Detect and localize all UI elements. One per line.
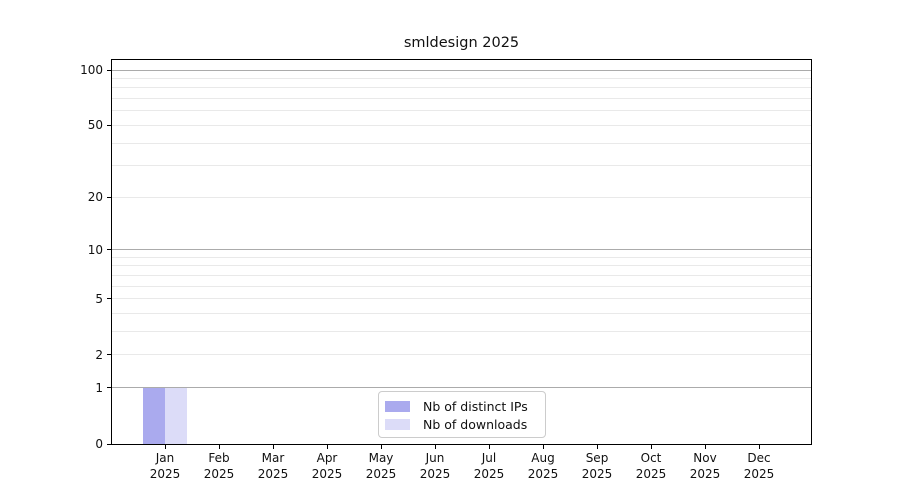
gridline-minor (112, 313, 811, 315)
gridline-minor (112, 196, 811, 198)
x-tick-label: Feb 2025 (203, 451, 235, 481)
x-tick-mark (273, 445, 274, 449)
legend-swatch (385, 418, 410, 430)
gridline-major (112, 69, 811, 71)
gridline-minor (112, 256, 811, 258)
legend-swatch (385, 400, 410, 412)
gridline-minor (112, 298, 811, 300)
gridline-minor (112, 124, 811, 126)
y-tick-mark (107, 354, 111, 356)
y-tick-mark (107, 249, 111, 251)
bar-nb-of-distinct-ips (143, 387, 165, 444)
y-tick-mark (107, 443, 111, 445)
x-tick-mark (543, 445, 544, 449)
gridline-minor (112, 285, 811, 287)
x-tick-mark (705, 445, 706, 449)
y-tick-label: 5 (95, 291, 103, 306)
x-tick-mark (435, 445, 436, 449)
y-tick-label: 0 (95, 437, 103, 451)
gridline-minor (112, 98, 811, 100)
x-tick-mark (381, 445, 382, 449)
x-tick-label: Dec 2025 (743, 451, 775, 481)
x-tick-label: Jun 2025 (419, 451, 451, 481)
x-tick-label: Sep 2025 (581, 451, 613, 481)
x-tick-label: Aug 2025 (527, 451, 559, 481)
gridline-minor (112, 87, 811, 89)
chart-title: smldesign 2025 (403, 35, 520, 51)
legend-label: Nb of distinct IPs (423, 398, 528, 414)
x-tick-mark (651, 445, 652, 449)
y-tick-label: 50 (87, 118, 103, 133)
gridline-minor (112, 165, 811, 167)
gridline-major (112, 387, 811, 389)
x-tick-label: Jul 2025 (473, 451, 505, 481)
x-tick-mark (597, 445, 598, 449)
y-tick-label: 10 (87, 242, 103, 257)
gridline-minor (112, 142, 811, 144)
x-tick-label: Nov 2025 (689, 451, 721, 481)
legend-label: Nb of downloads (423, 416, 528, 432)
x-tick-mark (165, 445, 166, 449)
x-tick-label: Apr 2025 (311, 451, 343, 481)
y-tick-label: 100 (80, 63, 103, 77)
y-tick-mark (107, 69, 111, 71)
plot-area (111, 59, 812, 445)
y-tick-mark (107, 387, 111, 389)
gridline-major (112, 249, 811, 251)
y-tick-mark (107, 124, 111, 126)
x-tick-label: Mar 2025 (257, 451, 289, 481)
legend: Nb of distinct IPs Nb of downloads (378, 391, 546, 438)
legend-item: Nb of downloads (385, 415, 545, 433)
x-tick-mark (327, 445, 328, 449)
x-tick-label: Jan 2025 (149, 451, 181, 481)
gridline-minor (112, 354, 811, 356)
x-tick-label: Oct 2025 (635, 451, 667, 481)
x-tick-mark (489, 445, 490, 449)
gridline-minor (112, 77, 811, 79)
gridline-minor (112, 274, 811, 276)
gridline-minor (112, 110, 811, 112)
y-tick-label: 20 (87, 190, 103, 205)
gridline-minor (112, 331, 811, 333)
x-tick-mark (219, 445, 220, 449)
bar-nb-of-downloads (165, 387, 187, 444)
x-tick-label: May 2025 (365, 451, 397, 481)
y-tick-label: 1 (95, 380, 103, 395)
gridline-minor (112, 265, 811, 267)
y-tick-mark (107, 298, 111, 300)
legend-item: Nb of distinct IPs (385, 397, 545, 415)
y-tick-mark (107, 196, 111, 198)
x-tick-mark (759, 445, 760, 449)
y-tick-label: 2 (95, 347, 103, 362)
